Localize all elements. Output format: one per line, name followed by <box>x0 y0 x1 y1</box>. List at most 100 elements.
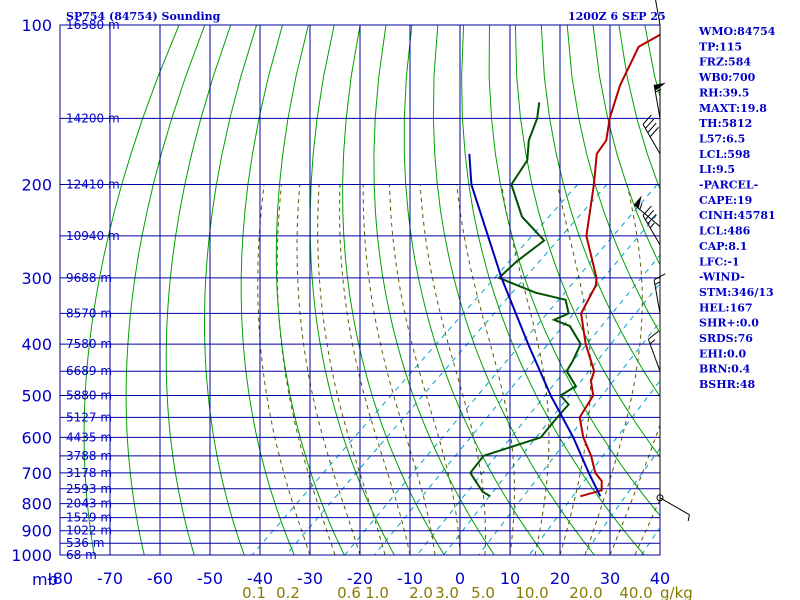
pressure-tick-label: 200 <box>21 176 52 195</box>
wind-barb-half-feather <box>639 203 643 210</box>
height-label: 10940 m <box>66 229 120 243</box>
mixing-ratio-label: 10.0 <box>515 584 548 600</box>
wind-barb-feather <box>647 122 657 133</box>
wind-barb-feather <box>647 213 657 225</box>
pressure-tick-label: 1000 <box>11 546 52 565</box>
storm-motion-marker <box>656 494 664 502</box>
temperature-tick-label: -80 <box>47 569 73 588</box>
temperature-tick-label: 40 <box>650 569 670 588</box>
wind-barb-feather <box>653 273 666 281</box>
wind-barb-pennant <box>633 195 642 209</box>
wind-barb <box>642 114 661 155</box>
mixing-ratio-unit-label: g/kg <box>660 584 693 600</box>
height-label: 68 m <box>66 548 97 562</box>
height-label: 9688 m <box>66 271 112 285</box>
wind-barb-feather <box>645 118 655 129</box>
height-labels: 16580 m 14200 m 12410 m 10940 m 9688 m 8570 m… <box>66 18 120 562</box>
height-label: 16580 m <box>66 18 120 32</box>
index-panel: WMO:84754 TP:115 FRZ:584 WB0:700 RH:39.5 MAXT… <box>698 25 776 391</box>
wind-barb-pennant <box>654 82 666 91</box>
temperature-tick-label: -50 <box>197 569 223 588</box>
wind-barb-feather <box>642 205 652 216</box>
mixing-ratio-label: 5.0 <box>471 584 495 600</box>
temperature-tick-label: -10 <box>397 569 423 588</box>
moist-adiabat-line <box>501 184 550 556</box>
index-line: TH:5812 <box>699 117 752 130</box>
index-line: L57:6.5 <box>699 132 745 145</box>
wind-barb <box>647 330 661 372</box>
grid <box>59 24 661 556</box>
index-line: FRZ:584 <box>699 56 751 69</box>
mixing-ratio-line <box>583 447 660 556</box>
wind-barb-half-feather <box>687 514 690 522</box>
index-line: WB0:700 <box>698 71 756 84</box>
wind-barb-shaft <box>633 204 661 227</box>
index-line: LCL:598 <box>699 148 751 161</box>
index-line: BSHR:48 <box>699 378 755 391</box>
height-label: 7580 m <box>66 337 112 351</box>
wind-barb <box>633 195 661 227</box>
height-label: 3788 m <box>66 449 112 463</box>
pressure-unit-label: mb <box>32 570 58 589</box>
height-label: 14200 m <box>66 111 120 125</box>
height-label: 1529 m <box>66 511 112 525</box>
wind-barb-shaft <box>655 0 661 26</box>
dewpoint-line <box>469 102 582 498</box>
wind-barb-shaft <box>647 339 661 372</box>
pressure-tick-label: 800 <box>21 495 52 514</box>
parcel-line <box>468 153 602 497</box>
temperature-tick-label: -70 <box>97 569 123 588</box>
index-line: -WIND- <box>699 271 745 284</box>
wind-barb <box>655 0 661 26</box>
pressure-tick-label: 300 <box>21 269 52 288</box>
moist-adiabat-line <box>389 184 461 556</box>
temperature-tick-label: -60 <box>147 569 173 588</box>
mixing-ratio-label: 0.2 <box>276 584 300 600</box>
moist-adiabat-line <box>609 423 660 556</box>
moist-adiabat-line <box>456 184 515 556</box>
height-label: 5880 m <box>66 388 112 402</box>
wind-barb-half-feather <box>655 88 662 93</box>
temperature-tick-label: -20 <box>347 569 373 588</box>
pressure-tick-label: 500 <box>21 386 52 405</box>
temperature-tick-label: -40 <box>247 569 273 588</box>
wind-barb <box>659 497 690 522</box>
temperature-tick-label: 30 <box>600 569 620 588</box>
index-line: SHR+:0.0 <box>699 317 759 330</box>
sounding-time: 1200Z 6 SEP 25 <box>568 10 666 23</box>
wind-barb-shaft <box>653 279 661 314</box>
index-line: LCL:486 <box>699 225 751 238</box>
station-title: SP754 (84754) Sounding <box>66 10 221 23</box>
temperature-labels: -80 -70 -60 -50 -40 -30 -20 -10 0 10 20 30 40 <box>47 569 670 588</box>
wind-barb-feather <box>649 126 659 138</box>
index-line: MAXT:19.8 <box>699 102 767 115</box>
wind-barb-half-feather <box>649 339 656 345</box>
mixing-ratio-label: 0.1 <box>242 584 266 600</box>
pressure-labels: 100 200 300 400 500 600 700 800 900 1000 <box>11 16 52 565</box>
index-line: -PARCEL- <box>699 179 758 192</box>
pressure-tick-label: 700 <box>21 464 52 483</box>
wind-barb <box>653 82 666 119</box>
index-line: LFC:-1 <box>699 255 740 268</box>
temperature-tick-label: 0 <box>455 569 465 588</box>
index-line: STM:346/13 <box>699 286 774 299</box>
pressure-tick-label: 900 <box>21 522 52 541</box>
mixing-ratio-line <box>416 254 660 556</box>
moist-adiabat-line <box>419 184 486 556</box>
mixing-ratio-label: 40.0 <box>619 584 652 600</box>
index-line: CINH:45781 <box>699 209 776 222</box>
wind-barb-half-feather <box>654 281 661 285</box>
mixing-ratio-label: 20.0 <box>569 584 602 600</box>
sounding-lines <box>468 33 660 498</box>
index-line: LI:9.5 <box>699 163 735 176</box>
index-line: WMO:84754 <box>698 25 776 38</box>
wind-barb-half-feather <box>649 222 655 229</box>
mixing-ratio-line <box>374 210 660 556</box>
height-label: 1022 m <box>66 524 112 538</box>
wind-barb-shaft <box>642 124 661 155</box>
height-label: 4435 m <box>66 430 112 444</box>
temperature-tick-label: -30 <box>297 569 323 588</box>
temperature-line <box>578 33 660 498</box>
wind-barb-shaft <box>642 215 661 246</box>
